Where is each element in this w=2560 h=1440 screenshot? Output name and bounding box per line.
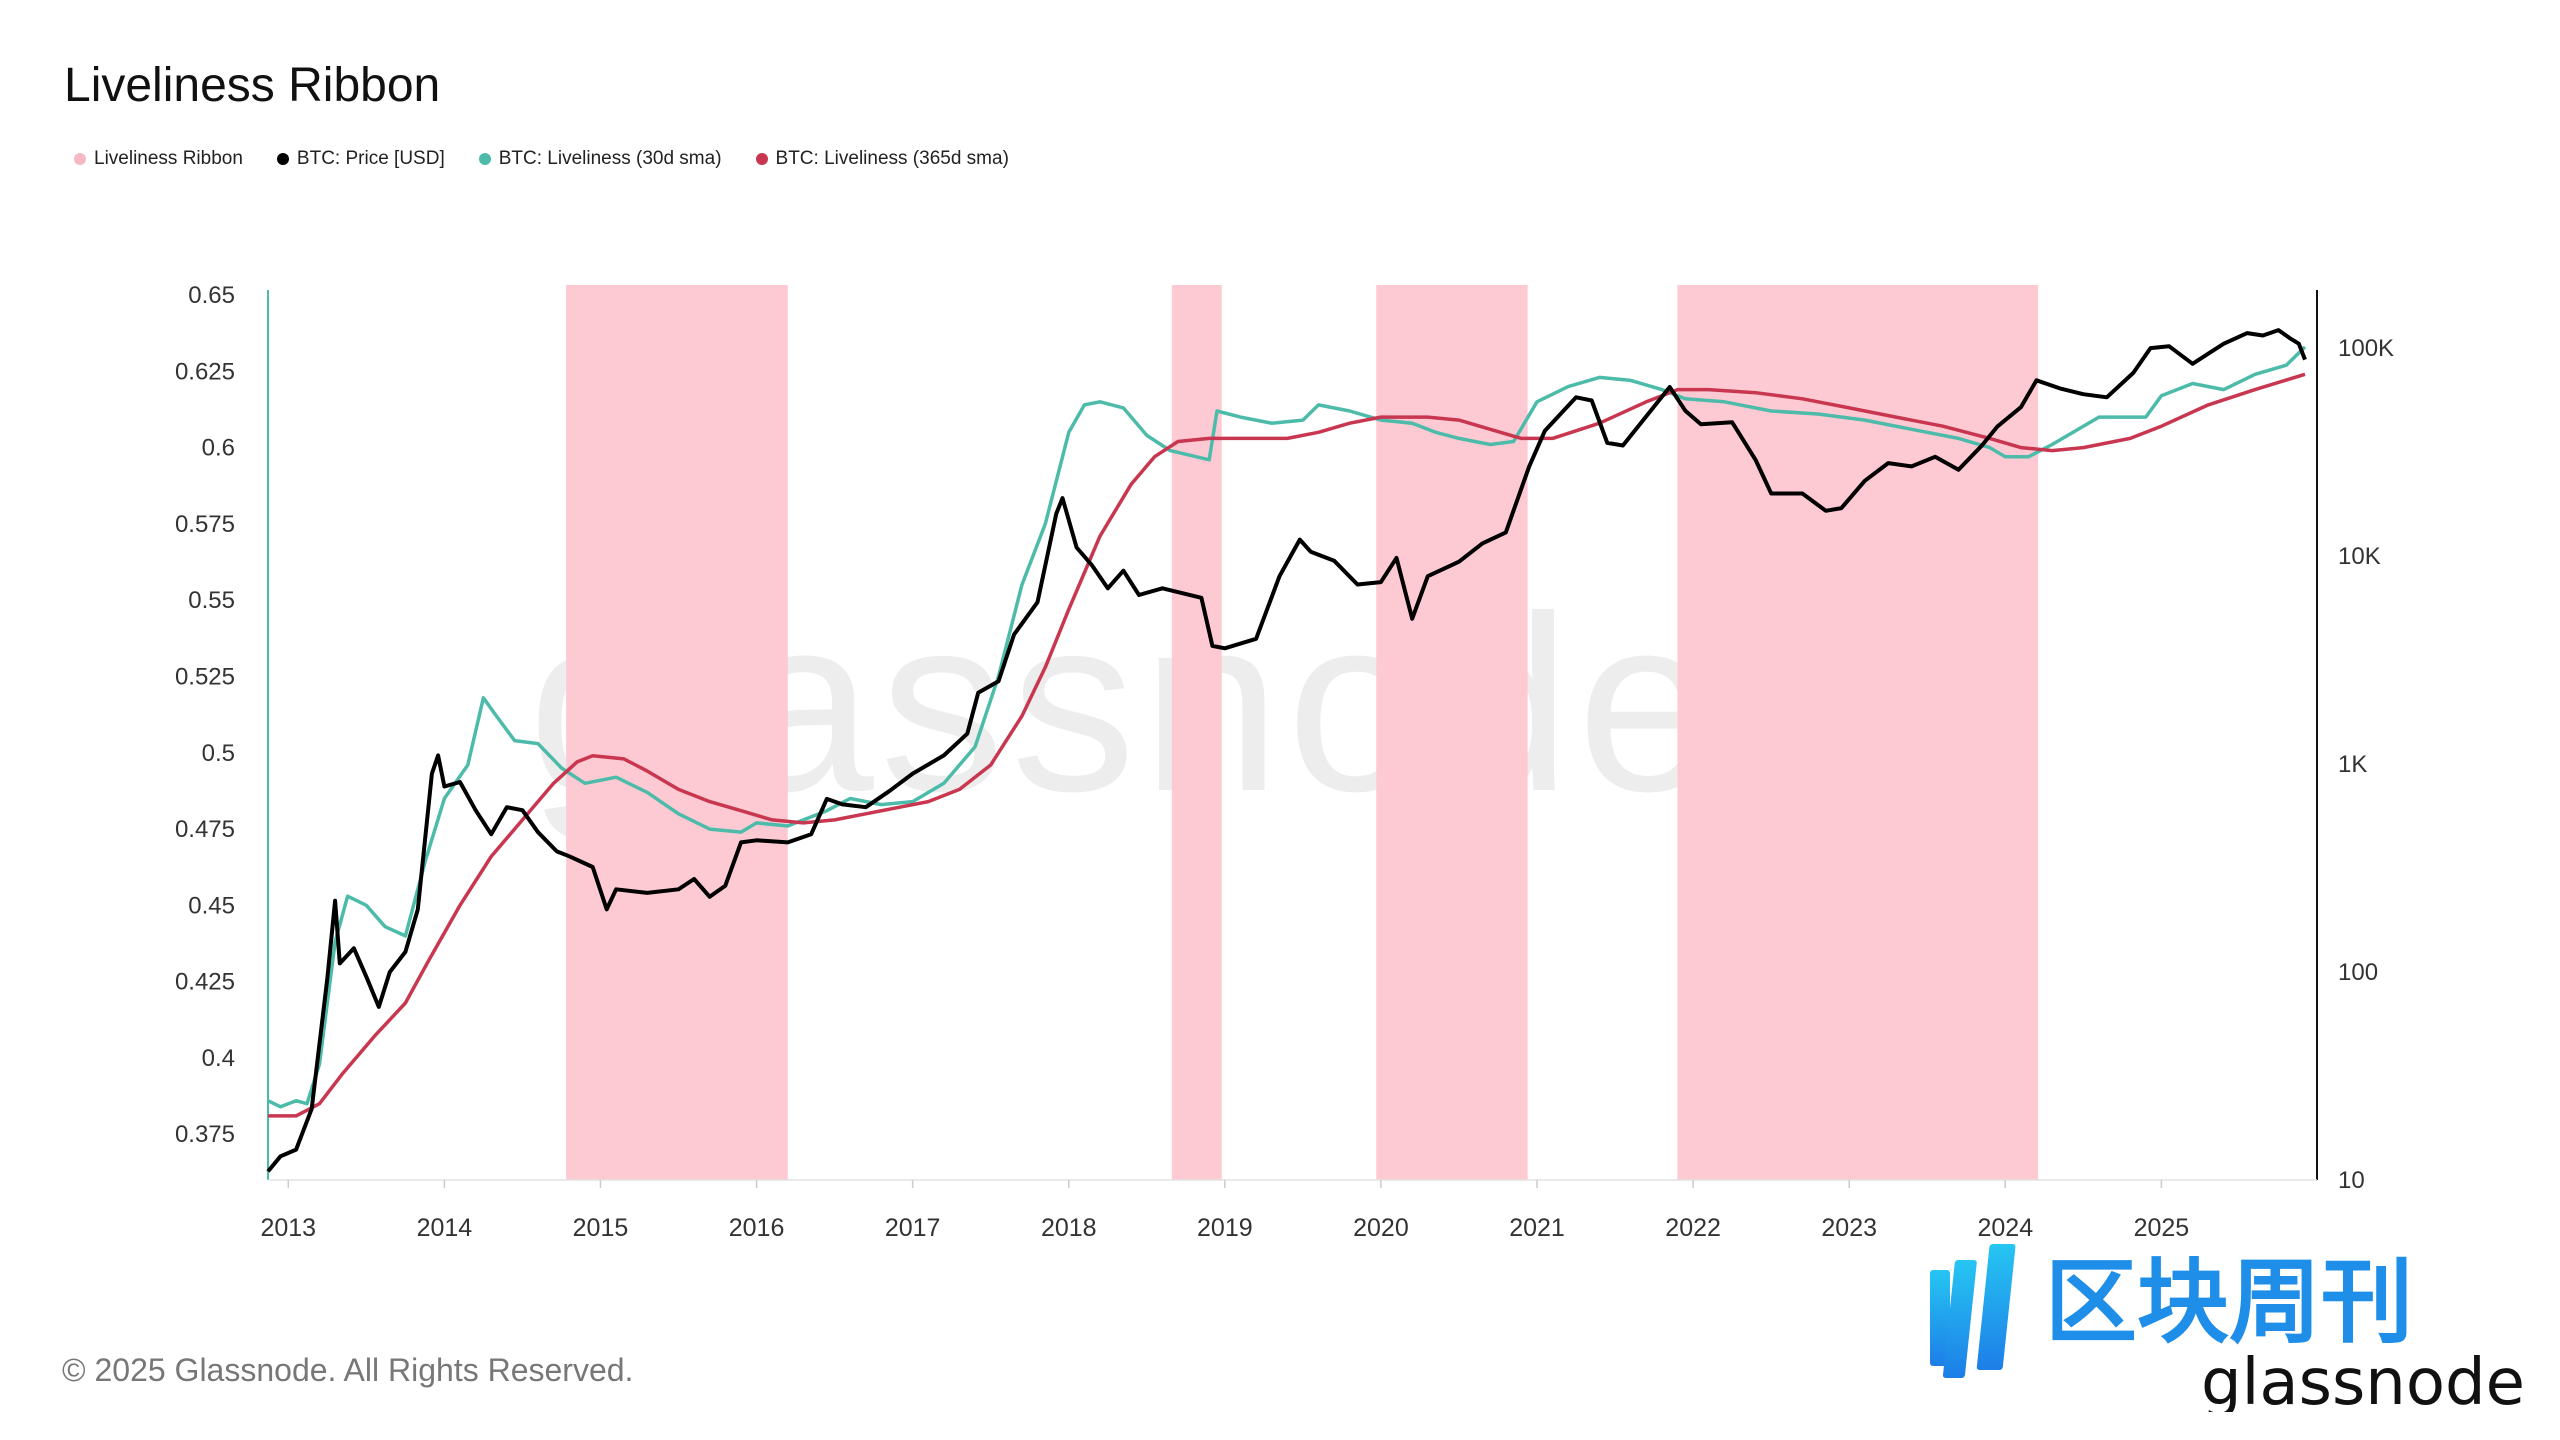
x-tick-label: 2013 [260, 1214, 316, 1242]
y-left-tick-label: 0.6 [202, 435, 235, 462]
chart-title: Liveliness Ribbon [64, 59, 441, 112]
y-left-tick-label: 0.4 [202, 1045, 235, 1072]
x-tick-label: 2024 [1977, 1214, 2033, 1242]
y-left-tick-label: 0.375 [175, 1121, 235, 1148]
y-left-tick-label: 0.575 [175, 511, 235, 538]
legend-label-30d: BTC: Liveliness (30d sma) [498, 148, 722, 169]
y-left-tick-label: 0.45 [188, 892, 235, 919]
x-tick-label: 2015 [573, 1214, 629, 1242]
x-tick-label: 2022 [1665, 1214, 1721, 1242]
x-tick-label: 2019 [1197, 1214, 1253, 1242]
y-right-tick-label: 100 [2338, 959, 2378, 986]
series-line-btc-price [266, 328, 2307, 1173]
y-right-tick-label: 1K [2338, 751, 2367, 778]
legend-swatch-price [276, 153, 289, 165]
ribbon-band-1 [566, 285, 788, 1180]
y-left-tick-label: 0.5 [202, 740, 235, 767]
legend-item-price[interactable]: BTC: Price [USD] [276, 148, 445, 170]
legend-label-ribbon: Liveliness Ribbon [94, 148, 243, 169]
legend-swatch-ribbon [74, 153, 86, 165]
y-left-tick-label: 0.65 [188, 282, 235, 309]
y-left-tick-label: 0.55 [188, 587, 235, 614]
y-left-tick-label: 0.525 [175, 663, 235, 690]
legend: Liveliness Ribbon BTC: Price [USD] BTC: … [74, 148, 1009, 170]
series-line-liveliness-365d [268, 372, 2306, 1118]
legend-label-price: BTC: Price [USD] [296, 148, 445, 169]
x-tick-label: 2020 [1353, 1214, 1409, 1242]
brand-cn-text: 区块周刊 [2045, 1249, 2413, 1356]
legend-item-30d[interactable]: BTC: Liveliness (30d sma) [478, 148, 722, 170]
legend-item-ribbon[interactable]: Liveliness Ribbon [74, 148, 243, 170]
y-left-tick-label: 0.625 [175, 358, 235, 385]
copyright: © 2025 Glassnode. All Rights Reserved. [62, 1352, 634, 1388]
y-right-tick-label: 100K [2338, 335, 2394, 362]
legend-label-365d: BTC: Liveliness (365d sma) [775, 148, 1009, 169]
x-tick-label: 2016 [729, 1214, 785, 1242]
legend-item-365d[interactable]: BTC: Liveliness (365d sma) [755, 148, 1009, 170]
series-line-liveliness-30d [267, 345, 2307, 1109]
y-right-tick-label: 10 [2338, 1167, 2365, 1194]
brand-mark-icon [1930, 1244, 2016, 1378]
legend-swatch-30d [478, 153, 491, 165]
x-tick-label: 2021 [1509, 1214, 1565, 1242]
y-right-tick-label: 10K [2338, 543, 2381, 570]
brand-logo: 区块周刊 glassnode [1930, 1244, 2525, 1412]
y-left-tick-label: 0.425 [175, 969, 235, 996]
x-tick-label: 2023 [1821, 1214, 1877, 1242]
x-tick-label: 2018 [1041, 1214, 1097, 1242]
legend-swatch-365d [755, 153, 768, 165]
x-tick-label: 2025 [2134, 1214, 2190, 1242]
x-tick-label: 2017 [885, 1214, 941, 1242]
y-left-tick-label: 0.475 [175, 816, 235, 843]
brand-en-text: glassnode [2201, 1346, 2525, 1412]
x-tick-label: 2014 [417, 1214, 473, 1242]
